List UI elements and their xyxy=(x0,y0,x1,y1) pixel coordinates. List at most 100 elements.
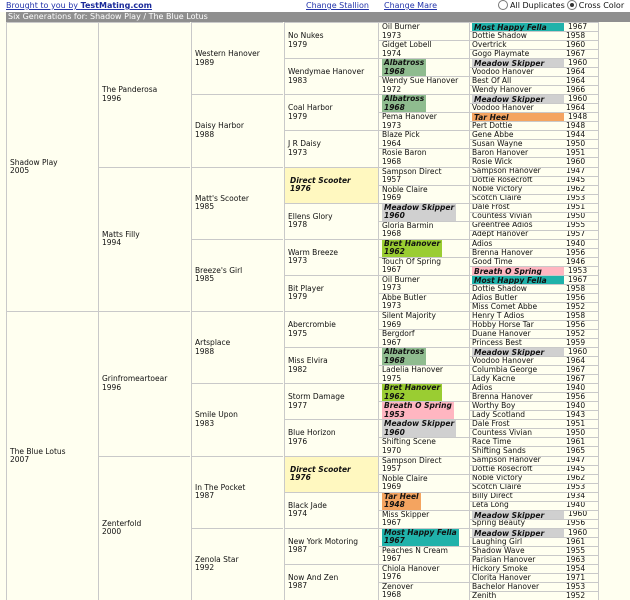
gen5-horse-entry[interactable]: Shifting Scene 1970 xyxy=(382,438,436,455)
gen4-horse-entry[interactable]: No Nukes 1979 xyxy=(288,32,324,49)
gen3-horse-entry[interactable]: Matt's Scooter 1985 xyxy=(195,194,249,212)
gen2-horse-entry[interactable]: Zenterfold 2000 xyxy=(102,519,141,537)
gen6-horse-entry[interactable]: Duane Hanover 1952 xyxy=(470,330,598,338)
gen6-horse-entry[interactable]: Adios 1940 xyxy=(470,240,598,248)
gen3-horse-entry[interactable]: Western Hanover 1989 xyxy=(195,50,260,67)
gen5-horse-entry[interactable]: Albatross 1968 xyxy=(382,348,427,366)
gen6-horse-entry[interactable]: Leta Long 1940 xyxy=(470,502,598,510)
gen4-horse-entry[interactable]: Abercrombie 1975 xyxy=(288,321,336,338)
gen6-horse-entry[interactable]: Gogo Playmate 1967 xyxy=(470,50,598,58)
gen5-horse-entry[interactable]: Albatross 1968 xyxy=(382,95,427,113)
gen6-horse-entry[interactable]: Brenna Hanover 1956 xyxy=(470,249,598,257)
gen6-horse-entry[interactable]: Parisian Hanover 1963 xyxy=(470,556,598,564)
gen6-horse-entry[interactable]: Lady Kacne 1967 xyxy=(470,375,598,383)
gen2-horse-entry[interactable]: Matts Filly 1994 xyxy=(102,230,140,248)
gen6-horse-entry[interactable]: Overtrick 1960 xyxy=(470,41,598,49)
gen5-horse-entry[interactable]: Meadow Skipper 1960 xyxy=(382,204,457,221)
gen6-horse-entry[interactable]: Most Happy Fella 1967 xyxy=(470,275,598,284)
gen6-horse-entry[interactable]: Columbia George 1967 xyxy=(470,366,598,374)
gen4-horse-entry[interactable]: Wendymae Hanover 1983 xyxy=(288,68,364,85)
gen4-horse-entry[interactable]: Miss Elvira 1982 xyxy=(288,357,328,374)
gen6-horse-entry[interactable]: Baron Hanover 1951 xyxy=(470,149,598,157)
gen6-horse-entry[interactable]: Meadow Skipper 1960 xyxy=(470,348,598,357)
gen6-horse-entry[interactable]: Dottie Shadow 1958 xyxy=(470,285,598,293)
gen5-horse-entry[interactable]: Breath O Spring 1953 xyxy=(382,402,454,420)
gen6-horse-entry[interactable]: Susan Wayne 1950 xyxy=(470,140,598,148)
gen6-horse-entry[interactable]: Shadow Wave 1955 xyxy=(470,547,598,555)
gen3-horse-entry[interactable]: Smile Upon 1983 xyxy=(195,411,238,428)
gen6-horse-entry[interactable]: Clorita Hanover 1971 xyxy=(470,574,598,582)
gen6-horse-entry[interactable]: Dottie Shadow 1958 xyxy=(470,32,598,40)
gen6-horse-entry[interactable]: Countess Vivian 1950 xyxy=(470,429,598,437)
gen6-horse-entry[interactable]: Rosie Wick 1960 xyxy=(470,158,598,166)
gen6-horse-entry[interactable]: Voodoo Hanover 1964 xyxy=(470,104,598,112)
gen6-horse-entry[interactable]: Spring Beauty 1956 xyxy=(470,520,598,528)
gen6-horse-entry[interactable]: Noble Victory 1962 xyxy=(470,186,598,194)
gen6-horse-entry[interactable]: Good Time 1946 xyxy=(470,258,598,266)
gen6-horse-entry[interactable]: Billy Direct 1934 xyxy=(470,493,598,501)
gen6-horse-entry[interactable]: Pert Dottie 1948 xyxy=(470,122,598,130)
gen6-horse-entry[interactable]: Hobby Horse Tar 1956 xyxy=(470,321,598,329)
gen5-horse-entry[interactable]: Albatross 1968 xyxy=(382,59,427,77)
gen5-horse-entry[interactable]: Noble Claire 1969 xyxy=(382,475,428,492)
gen3-horse-entry[interactable]: In The Pocket 1987 xyxy=(195,483,245,501)
brand-link[interactable]: Brought to you by TestMating.com xyxy=(6,1,152,10)
gen6-horse-entry[interactable]: Voodoo Hanover 1964 xyxy=(470,68,598,76)
gen4-horse-entry[interactable]: Blue Horizon 1976 xyxy=(288,429,336,446)
cross-color-radio[interactable] xyxy=(566,0,577,10)
gen6-horse-entry[interactable]: Scotch Claire 1953 xyxy=(470,195,598,203)
gen5-horse-entry[interactable]: Miss Skipper 1967 xyxy=(382,511,429,528)
gen6-horse-entry[interactable]: Sampson Hanover 1947 xyxy=(470,457,598,465)
gen4-horse-entry[interactable]: Warm Breeze 1973 xyxy=(288,248,338,266)
gen5-horse-entry[interactable]: Silent Majority 1969 xyxy=(382,312,436,329)
gen5-horse-entry[interactable]: Noble Claire 1969 xyxy=(382,186,428,203)
gen4-horse-entry[interactable]: Coal Harbor 1979 xyxy=(288,104,333,121)
gen5-horse-entry[interactable]: Touch Of Spring 1967 xyxy=(382,258,441,275)
gen4-horse-entry[interactable]: Direct Scooter 1976 xyxy=(288,176,353,194)
gen5-horse-entry[interactable]: Bret Hanover 1962 xyxy=(382,384,443,402)
gen3-horse-entry[interactable]: Breeze's Girl 1985 xyxy=(195,266,242,284)
gen6-horse-entry[interactable]: Countess Vivian 1950 xyxy=(470,213,598,221)
gen6-horse-entry[interactable]: Laughing Girl 1961 xyxy=(470,538,598,546)
gen2-horse-entry[interactable]: The Panderosa 1996 xyxy=(102,86,157,103)
gen6-horse-entry[interactable]: Race Time 1961 xyxy=(470,438,598,446)
gen4-horse-entry[interactable]: Now And Zen 1987 xyxy=(288,573,338,591)
gen5-horse-entry[interactable]: Gloria Barmin 1968 xyxy=(382,222,433,239)
gen5-horse-entry[interactable]: Tar Heel 1948 xyxy=(382,493,421,510)
gen6-horse-entry[interactable]: Greentree Adios 1955 xyxy=(470,222,598,230)
gen6-horse-entry[interactable]: Meadow Skipper 1960 xyxy=(470,510,598,519)
gen2-horse-entry[interactable]: Grinfromeartoear 1996 xyxy=(102,375,167,392)
gen6-horse-entry[interactable]: Worthy Boy 1940 xyxy=(470,402,598,410)
gen6-horse-entry[interactable]: Miss Comet Abbe 1952 xyxy=(470,303,598,311)
gen5-horse-entry[interactable]: Meadow Skipper 1960 xyxy=(382,420,457,438)
gen5-horse-entry[interactable]: Most Happy Fella 1967 xyxy=(382,529,459,546)
gen3-horse-entry[interactable]: Zenola Star 1992 xyxy=(195,555,239,573)
gen1-horse-entry[interactable]: Shadow Play 2005 xyxy=(10,158,58,176)
gen6-horse-entry[interactable]: Meadow Skipper 1960 xyxy=(470,95,598,104)
gen6-horse-entry[interactable]: Bachelor Hanover 1953 xyxy=(470,583,598,591)
gen6-horse-entry[interactable]: Adios Butler 1956 xyxy=(470,294,598,302)
gen4-horse-entry[interactable]: Direct Scooter 1976 xyxy=(288,465,353,483)
gen6-horse-entry[interactable]: Tar Heel 1948 xyxy=(470,113,598,122)
gen5-horse-entry[interactable]: Oil Burner 1973 xyxy=(382,276,420,293)
gen5-horse-entry[interactable]: Oil Burner 1973 xyxy=(382,23,420,40)
gen5-horse-entry[interactable]: Sampson Direct 1957 xyxy=(382,168,442,185)
gen6-horse-entry[interactable]: Hickory Smoke 1954 xyxy=(470,565,598,573)
gen5-horse-entry[interactable]: Pema Hanover 1973 xyxy=(382,113,437,130)
gen6-horse-entry[interactable]: Zenith 1952 xyxy=(470,592,598,600)
gen6-horse-entry[interactable]: Princess Best 1959 xyxy=(470,339,598,347)
gen6-horse-entry[interactable]: Shifting Sands 1965 xyxy=(470,447,598,455)
gen5-horse-entry[interactable]: Chiola Hanover 1976 xyxy=(382,565,439,582)
gen6-horse-entry[interactable]: Adios 1940 xyxy=(470,384,598,392)
gen4-horse-entry[interactable]: Ellens Glory 1978 xyxy=(288,212,333,230)
gen5-horse-entry[interactable]: Wendy Sue Hanover 1972 xyxy=(382,77,458,94)
gen5-horse-entry[interactable]: Gidget Lobell 1974 xyxy=(382,41,432,58)
all-duplicates-radio[interactable] xyxy=(498,0,508,10)
gen6-horse-entry[interactable]: Lady Scotland 1943 xyxy=(470,411,598,419)
gen6-horse-entry[interactable]: Meadow Skipper 1960 xyxy=(470,59,598,68)
gen6-horse-entry[interactable]: Dale Frost 1951 xyxy=(470,204,598,212)
gen4-horse-entry[interactable]: J R Daisy 1973 xyxy=(288,140,321,157)
gen6-horse-entry[interactable]: Voodoo Hanover 1964 xyxy=(470,357,598,365)
gen6-horse-entry[interactable]: Henry T Adios 1958 xyxy=(470,312,598,320)
gen6-horse-entry[interactable]: Best Of All 1964 xyxy=(470,77,598,85)
